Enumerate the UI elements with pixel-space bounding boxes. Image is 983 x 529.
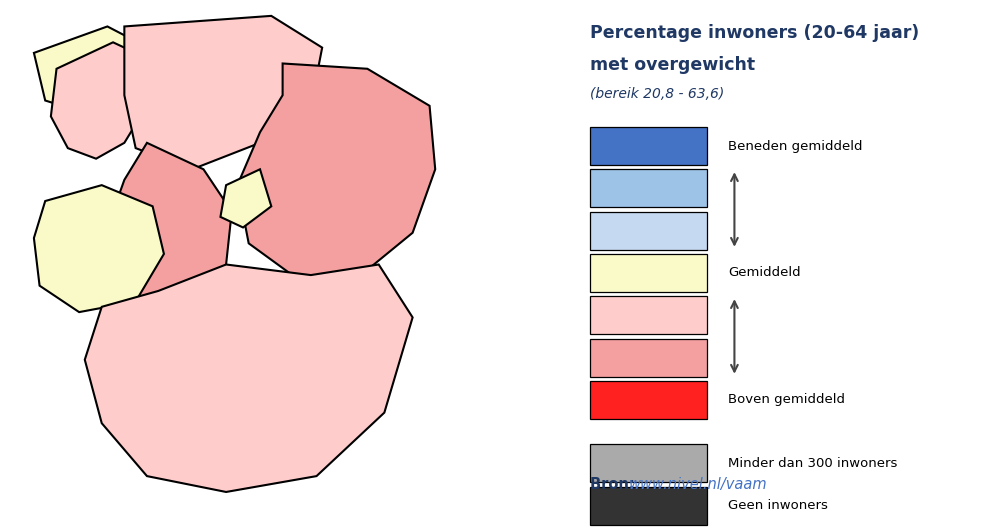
Text: Bron:: Bron: (590, 477, 640, 492)
Text: met overgewicht: met overgewicht (590, 56, 755, 74)
Polygon shape (237, 63, 435, 280)
FancyBboxPatch shape (590, 339, 707, 377)
Text: Percentage inwoners (20-64 jaar): Percentage inwoners (20-64 jaar) (590, 24, 919, 42)
FancyBboxPatch shape (590, 212, 707, 250)
Polygon shape (124, 16, 322, 169)
FancyBboxPatch shape (590, 381, 707, 419)
Text: (bereik 20,8 - 63,6): (bereik 20,8 - 63,6) (590, 87, 724, 101)
Polygon shape (107, 143, 232, 307)
FancyBboxPatch shape (590, 444, 707, 482)
Text: Geen inwoners: Geen inwoners (728, 499, 828, 512)
FancyBboxPatch shape (590, 127, 707, 165)
Polygon shape (33, 185, 164, 312)
Text: Minder dan 300 inwoners: Minder dan 300 inwoners (728, 457, 897, 470)
FancyBboxPatch shape (590, 169, 707, 207)
Text: Boven gemiddeld: Boven gemiddeld (728, 394, 845, 406)
Polygon shape (51, 42, 158, 159)
FancyBboxPatch shape (590, 296, 707, 334)
FancyBboxPatch shape (590, 487, 707, 525)
Text: Beneden gemiddeld: Beneden gemiddeld (728, 140, 863, 152)
Text: www.nivel.nl/vaam: www.nivel.nl/vaam (629, 477, 768, 492)
Polygon shape (220, 169, 271, 227)
Text: Gemiddeld: Gemiddeld (728, 267, 801, 279)
FancyBboxPatch shape (590, 254, 707, 292)
Polygon shape (85, 264, 413, 492)
Polygon shape (33, 26, 158, 116)
